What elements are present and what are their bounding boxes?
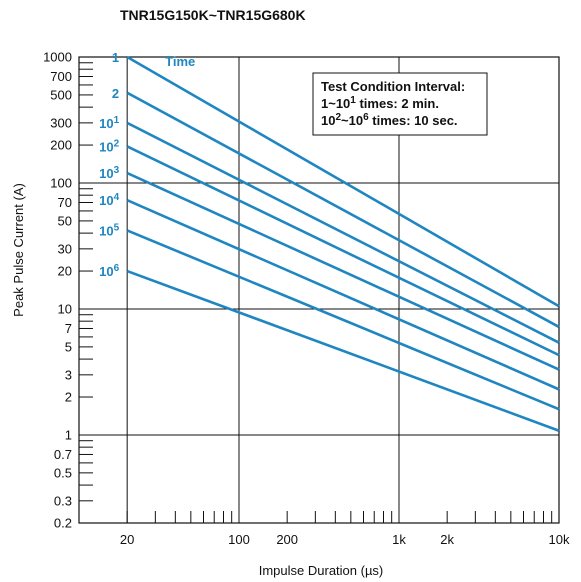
series-label: 1 <box>112 50 119 65</box>
y-axis-label: Peak Pulse Current (A) <box>11 183 26 317</box>
text-part: 10 <box>99 223 113 238</box>
superscript: 2 <box>335 112 341 123</box>
text-part: 1~10 <box>321 96 350 111</box>
y-tick-label: 7 <box>65 321 72 336</box>
y-tick-label: 30 <box>58 241 72 256</box>
x-axis-label: Impulse Duration (µs) <box>259 563 384 578</box>
y-tick-label: 20 <box>58 264 72 279</box>
x-tick-label: 100 <box>228 532 250 547</box>
x-tick-label: 1k <box>392 532 406 547</box>
y-tick-label: 1000 <box>43 50 72 65</box>
text-part: 10 <box>99 116 113 131</box>
y-tick-label: 0.5 <box>54 465 72 480</box>
text-part: 10 <box>99 139 113 154</box>
y-tick-label: 0.3 <box>54 493 72 508</box>
y-tick-label: 100 <box>50 175 72 190</box>
text-part: ~10 <box>341 113 363 128</box>
series-line <box>126 229 560 411</box>
superscript: 3 <box>114 165 120 176</box>
series-label: 101 <box>99 115 119 131</box>
chart-title: TNR15G150K~TNR15G680K <box>120 7 306 23</box>
plot-area: 10007005003002001007050302010753210.70.5… <box>43 50 570 548</box>
x-tick-label: 20 <box>120 532 134 547</box>
series-line <box>126 199 560 391</box>
note-line: 102~106 times: 10 sec. <box>321 112 458 128</box>
note-line: 1~101 times: 2 min. <box>321 95 439 111</box>
text-part: times: 10 sec. <box>369 113 458 128</box>
superscript: 5 <box>114 222 120 233</box>
series-label: 103 <box>99 165 119 181</box>
series-line <box>126 145 560 357</box>
superscript: 6 <box>363 112 369 123</box>
superscript: 1 <box>350 95 356 106</box>
y-tick-label: 3 <box>65 367 72 382</box>
x-tick-label: 2k <box>440 532 454 547</box>
x-tick-label: 200 <box>276 532 298 547</box>
superscript: 1 <box>114 115 120 126</box>
superscript: 2 <box>114 138 120 149</box>
superscript: 6 <box>114 263 120 274</box>
text-part: times: 2 min. <box>356 96 439 111</box>
series-label: 102 <box>99 138 119 154</box>
y-tick-label: 1 <box>65 427 72 442</box>
superscript: 4 <box>114 192 120 203</box>
series-header: Time <box>165 54 195 69</box>
y-tick-label: 200 <box>50 138 72 153</box>
y-tick-label: 300 <box>50 115 72 130</box>
y-tick-label: 500 <box>50 87 72 102</box>
y-tick-label: 10 <box>58 301 72 316</box>
plot-frame <box>78 56 560 524</box>
y-tick-label: 70 <box>58 195 72 210</box>
series-label: 105 <box>99 222 119 238</box>
text-part: 10 <box>99 166 113 181</box>
y-tick-label: 0.2 <box>54 516 72 531</box>
text-part: 10 <box>321 113 335 128</box>
y-tick-label: 700 <box>50 69 72 84</box>
text-part: 10 <box>99 193 113 208</box>
y-tick-label: 0.7 <box>54 447 72 462</box>
series-line <box>126 171 560 371</box>
note-line: Test Condition Interval: <box>321 79 465 94</box>
y-tick-label: 5 <box>65 339 72 354</box>
x-tick-label: 10k <box>549 532 570 547</box>
y-tick-label: 50 <box>58 213 72 228</box>
series-line <box>126 269 560 432</box>
text-part: 10 <box>99 264 113 279</box>
series-line <box>126 121 560 344</box>
note-box <box>312 72 488 136</box>
series-line <box>126 91 560 329</box>
y-tick-label: 2 <box>65 390 72 405</box>
series-label: 2 <box>112 86 119 101</box>
series-label: 106 <box>99 263 119 279</box>
series-line <box>126 55 560 308</box>
series-label: 104 <box>99 192 119 208</box>
